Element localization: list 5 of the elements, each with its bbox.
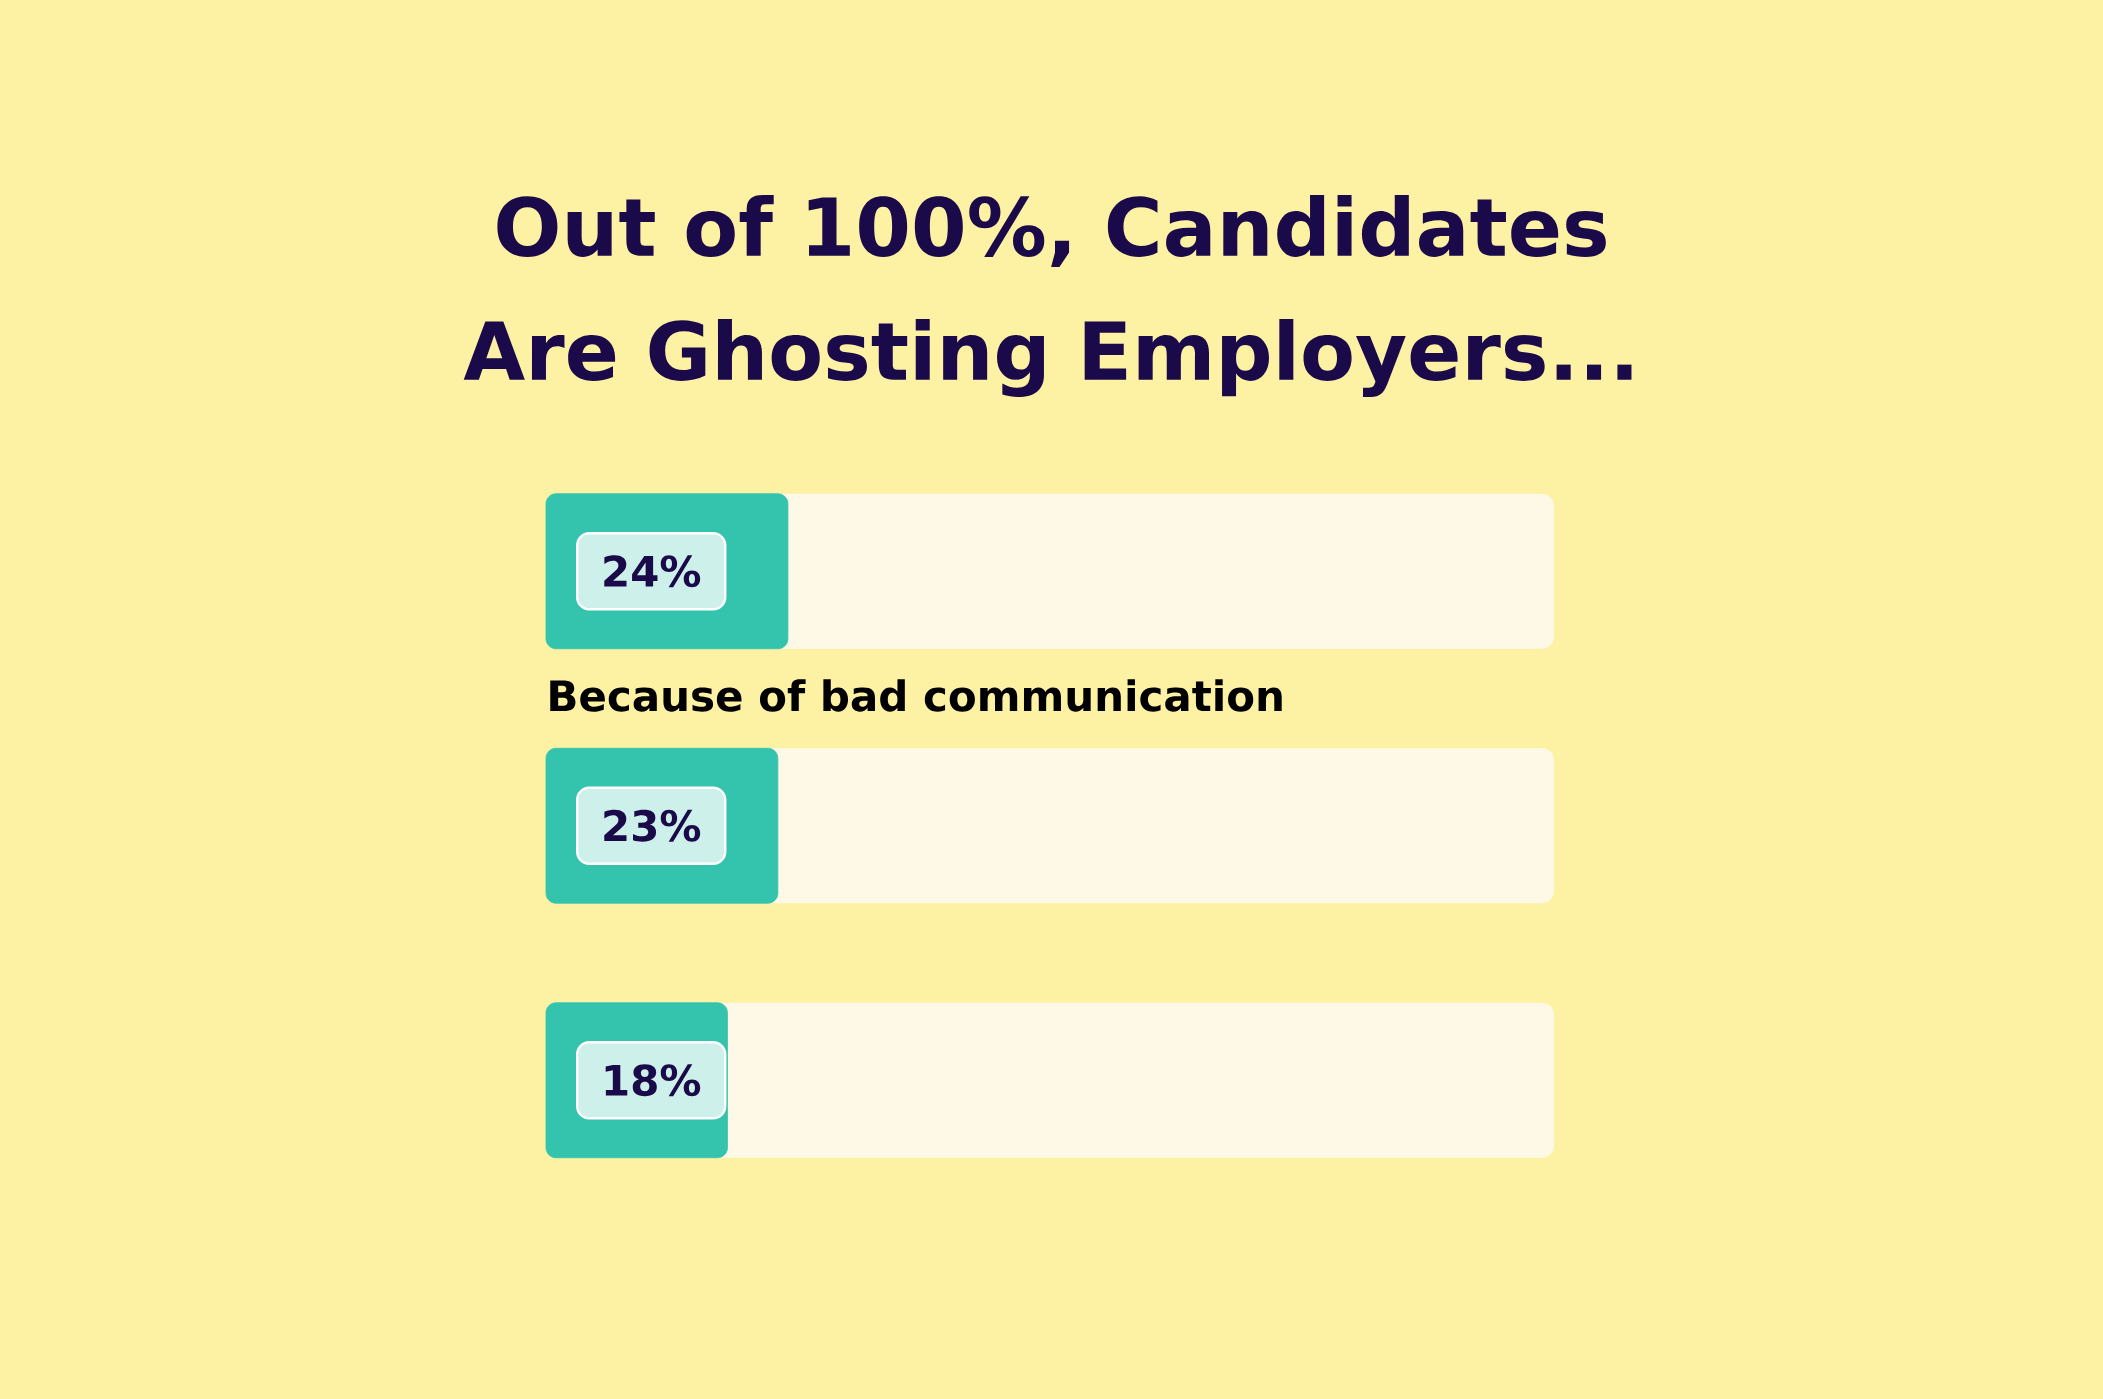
data-label: 24% [604, 555, 701, 588]
data-label: 18% [605, 1064, 701, 1097]
data-label: 23% [604, 809, 701, 842]
y-tick-label: Because of bad communication [550, 679, 1282, 712]
chart-title: Out of 100%, Candidates Are Ghosting Employers... [463, 194, 1632, 397]
